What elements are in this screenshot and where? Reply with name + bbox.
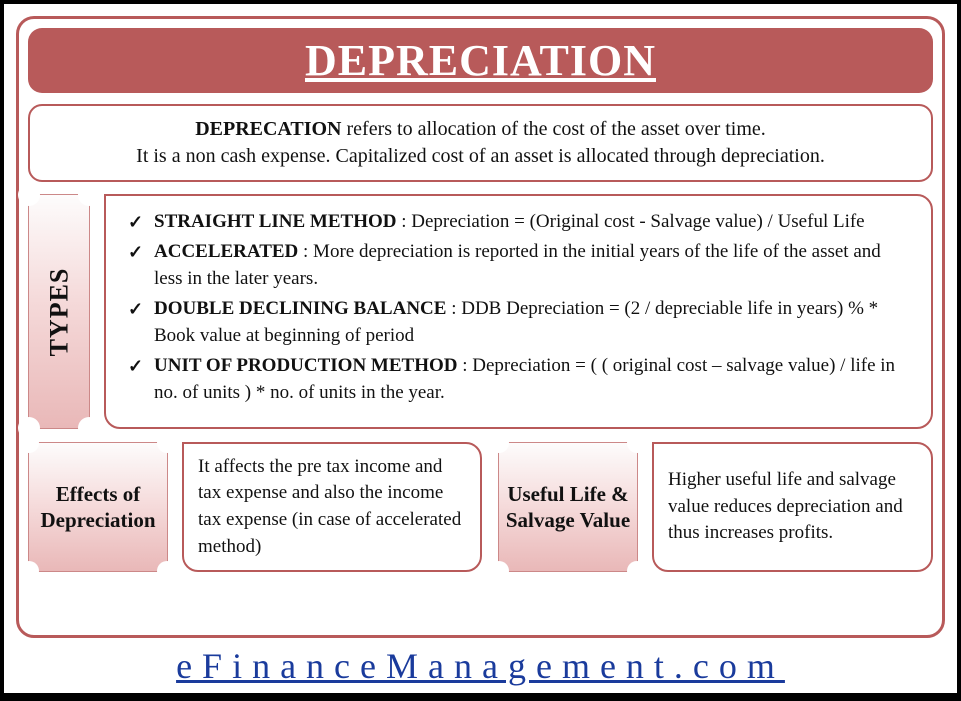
ticket-notch (489, 561, 509, 581)
type-name: DOUBLE DECLINING BALANCE (154, 298, 446, 319)
ticket-notch (78, 417, 100, 439)
type-name: UNIT OF PRODUCTION METHOD (154, 355, 458, 376)
useful-label-text: Useful Life & Salvage Value (505, 481, 631, 534)
useful-content-box: Higher useful life and salvage value red… (652, 442, 933, 572)
ticket-notch (19, 433, 39, 453)
page-title: DEPRECIATION (305, 35, 656, 86)
definition-line2: It is a non cash expense. Capitalized co… (136, 143, 825, 170)
ticket-notch (157, 433, 177, 453)
page: DEPRECIATION DEPRECATION refers to alloc… (4, 4, 957, 693)
type-item: UNIT OF PRODUCTION METHOD : Depreciation… (128, 352, 909, 407)
type-item: DOUBLE DECLINING BALANCE : DDB Depreciat… (128, 295, 909, 350)
useful-label-ticket: Useful Life & Salvage Value (498, 442, 638, 572)
types-list: STRAIGHT LINE METHOD : Depreciation = (O… (128, 208, 909, 407)
effects-text: It affects the pre tax income and tax ex… (198, 454, 466, 560)
type-desc: : Depreciation = (Original cost - Salvag… (396, 211, 864, 232)
ticket-notch (627, 561, 647, 581)
footer-link[interactable]: eFinanceManagement.com (4, 645, 957, 687)
definition-line1: DEPRECATION refers to allocation of the … (195, 116, 766, 143)
ticket-notch (627, 433, 647, 453)
definition-bold: DEPRECATION (195, 118, 341, 140)
ticket-notch (18, 184, 40, 206)
ticket-notch (489, 433, 509, 453)
type-name: ACCELERATED (154, 241, 298, 262)
types-label-text: TYPES (44, 267, 74, 356)
ticket-notch (19, 561, 39, 581)
title-bar: DEPRECIATION (28, 28, 933, 93)
type-name: STRAIGHT LINE METHOD (154, 211, 396, 232)
type-item: STRAIGHT LINE METHOD : Depreciation = (O… (128, 208, 909, 236)
ticket-notch (157, 561, 177, 581)
definition-rest: refers to allocation of the cost of the … (342, 118, 766, 140)
effects-label-ticket: Effects of Depreciation (28, 442, 168, 572)
useful-text: Higher useful life and salvage value red… (668, 467, 917, 547)
ticket-notch (78, 184, 100, 206)
footer-link-text[interactable]: eFinanceManagement.com (176, 646, 785, 686)
type-item: ACCELERATED : More depreciation is repor… (128, 238, 909, 293)
definition-box: DEPRECATION refers to allocation of the … (28, 104, 933, 182)
types-content-box: STRAIGHT LINE METHOD : Depreciation = (O… (104, 194, 933, 429)
effects-content-box: It affects the pre tax income and tax ex… (182, 442, 482, 572)
types-label-ticket: TYPES (28, 194, 90, 429)
effects-label-text: Effects of Depreciation (35, 481, 161, 534)
